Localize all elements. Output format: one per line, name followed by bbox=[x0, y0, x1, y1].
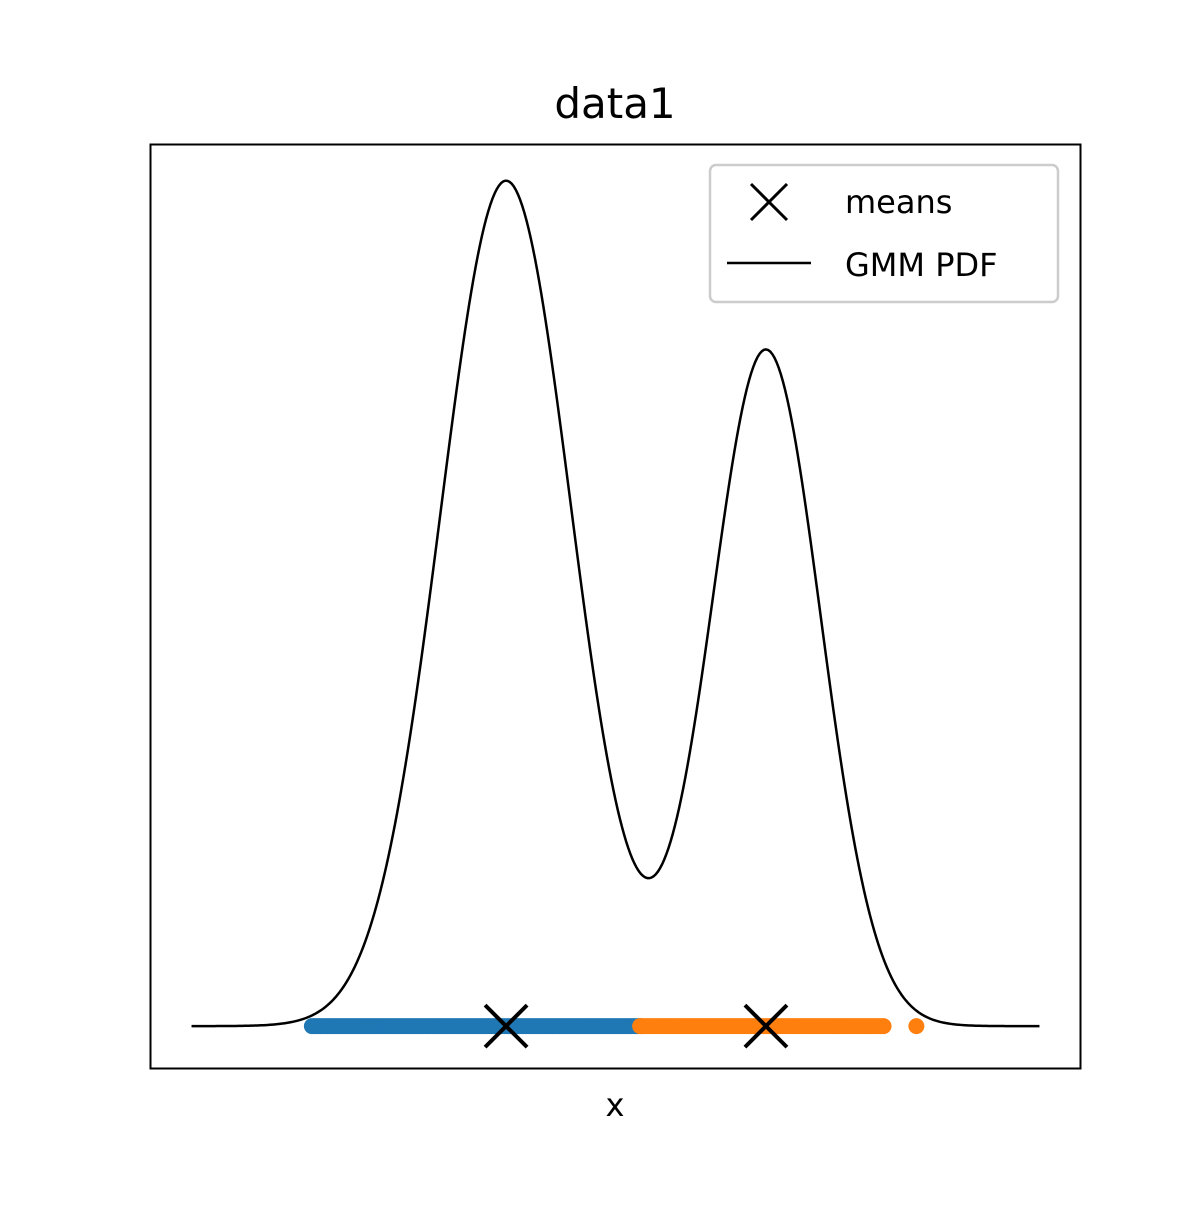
gmm-pdf-line bbox=[191, 179, 1040, 1028]
legend-box bbox=[708, 163, 1060, 304]
data-points bbox=[303, 1018, 925, 1035]
axes-frame bbox=[149, 143, 1082, 1070]
x-axis-label: x bbox=[606, 1086, 625, 1124]
point-series-0 bbox=[303, 1018, 649, 1035]
legend-label-gmm-pdf: GMM PDF bbox=[845, 246, 998, 284]
mean-marker-0-icon bbox=[483, 1003, 529, 1049]
legend-means-marker-icon bbox=[749, 182, 789, 222]
data-point bbox=[908, 1018, 925, 1035]
mean-marker-1-icon bbox=[743, 1003, 789, 1049]
legend: means GMM PDF bbox=[708, 163, 1060, 304]
chart-title: data1 bbox=[554, 79, 675, 128]
point-series-1 bbox=[632, 1018, 925, 1035]
legend-label-means: means bbox=[845, 183, 952, 221]
data-point bbox=[875, 1018, 892, 1035]
plot-area bbox=[191, 179, 1040, 1049]
